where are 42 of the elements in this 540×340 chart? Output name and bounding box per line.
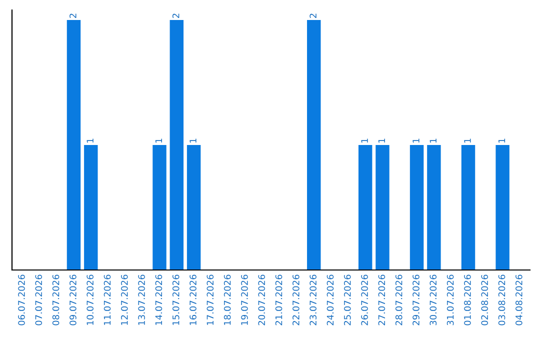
x-tick-label: 22.07.2026 xyxy=(292,274,300,326)
data-label: 1 xyxy=(86,138,94,143)
data-label: 1 xyxy=(378,138,385,143)
data-label: 1 xyxy=(498,138,506,143)
data-label: 2 xyxy=(70,14,76,18)
data-label: 1 xyxy=(361,138,368,143)
x-tick-label: 03.08.2026 xyxy=(498,274,506,326)
data-label: 1 xyxy=(190,138,196,143)
x-tick-label: 02.08.2026 xyxy=(481,274,488,326)
x-tick-label: 06.07.2026 xyxy=(18,274,25,326)
data-label: 1 xyxy=(464,138,471,143)
x-tick-label: 20.07.2026 xyxy=(258,274,266,326)
x-tick-label: 19.07.2026 xyxy=(241,274,248,325)
data-label: 1 xyxy=(412,138,420,143)
x-tick-label: 24.07.2026 xyxy=(326,274,334,326)
x-tick-label: 23.07.2026 xyxy=(310,274,316,326)
x-tick-label: 08.07.2026 xyxy=(52,274,60,326)
x-tick-label: 21.07.2026 xyxy=(275,274,282,326)
x-tick-label: 27.07.2026 xyxy=(378,274,386,326)
x-tick-label: 10.07.2026 xyxy=(86,274,94,325)
x-tick-label: 04.08.2026 xyxy=(516,274,522,326)
x-tick-label: 17.07.2026 xyxy=(206,274,214,325)
x-tick-label: 01.08.2026 xyxy=(464,274,471,326)
x-tick-label: 30.07.2026 xyxy=(430,274,437,326)
x-tick-label: 07.07.2026 xyxy=(35,274,42,326)
x-tick-label: 25.07.2026 xyxy=(344,274,351,326)
x-tick-label: 26.07.2026 xyxy=(361,274,368,326)
data-label: 2 xyxy=(310,14,316,18)
x-tick-label: 18.07.2026 xyxy=(224,274,231,325)
x-tick-label: 29.07.2026 xyxy=(412,274,420,326)
x-tick-label: 15.07.2026 xyxy=(172,274,180,325)
x-tick-label: 16.07.2026 xyxy=(190,274,196,325)
x-tick-label: 31.07.2026 xyxy=(446,274,454,326)
data-label: 1 xyxy=(155,138,162,143)
x-tick-label: 11.07.2026 xyxy=(104,274,111,325)
x-tick-label: 14.07.2026 xyxy=(155,274,162,325)
x-tick-label: 28.07.2026 xyxy=(395,274,402,326)
data-label: 2 xyxy=(172,14,180,18)
data-label: 1 xyxy=(430,138,436,143)
x-tick-label: 09.07.2026 xyxy=(70,274,76,326)
x-tick-label: 13.07.2026 xyxy=(138,274,145,325)
x-tick-label: 12.07.2026 xyxy=(120,274,128,325)
